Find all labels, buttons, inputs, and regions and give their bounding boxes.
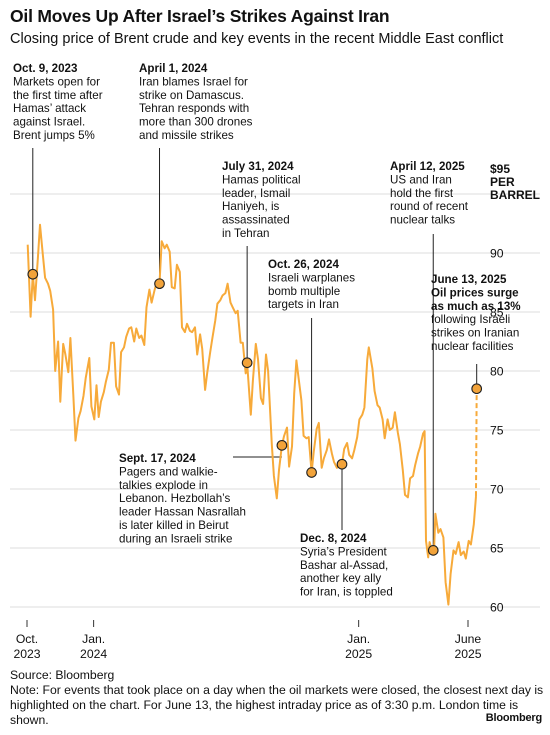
event-description-line: nuclear facilities: [431, 340, 514, 353]
event-marker: [241, 357, 253, 369]
event-description-line: Hamas political: [222, 173, 301, 186]
x-tick-label: June: [455, 632, 482, 646]
event-description-line: Pagers and walkie-: [119, 465, 218, 478]
event-marker: [306, 467, 317, 478]
event-marker: [276, 439, 288, 451]
y-tick-label: 75: [490, 424, 504, 438]
event-description-line: strikes on Iranian: [431, 327, 519, 340]
event-marker: [27, 268, 39, 280]
y-tick-label: 80: [490, 365, 504, 379]
event-description-line: is later killed in Beirut: [119, 519, 229, 532]
event-description-line: round of recent: [390, 200, 469, 213]
x-tick-label: 2024: [80, 647, 107, 661]
event-marker: [336, 458, 348, 470]
y-unit-label: PER: [490, 175, 515, 189]
event-date-label: Dec. 8, 2024: [300, 532, 367, 545]
event-description-line: for Iran, is toppled: [300, 586, 393, 599]
event-description-line: during an Israeli strike: [119, 532, 232, 545]
y-tick-label: 60: [490, 601, 504, 615]
event-description-line: Syria’s President: [300, 545, 388, 558]
event-date-label: June 13, 2025: [431, 273, 507, 286]
event-description-line: Tehran responds with: [139, 102, 249, 115]
event-description-line: Hamas’ attack: [13, 102, 86, 115]
chart-title: Oil Moves Up After Israel’s Strikes Agai…: [10, 6, 390, 26]
event-description-line: Iran blames Israel for: [139, 75, 248, 88]
event-description-line: and missile strikes: [139, 129, 234, 142]
event-description-line: following Israeli: [431, 313, 510, 326]
event-description-line: strike on Damascus.: [139, 89, 244, 102]
event-description-line: bomb multiple: [268, 285, 340, 298]
event-marker: [154, 278, 165, 290]
event-description-line: the first time after: [13, 89, 103, 102]
event-description-line: Israeli warplanes: [268, 271, 355, 284]
x-tick-label: Oct.: [16, 632, 38, 646]
event-markers: [27, 268, 483, 556]
event-headline-line: as much as 13%: [431, 300, 521, 313]
y-tick-label: 90: [490, 247, 504, 261]
event-description-line: Haniyeh, is: [222, 200, 280, 213]
bloomberg-logo: Bloomberg: [485, 712, 542, 724]
event-description-line: nuclear talks: [390, 214, 455, 227]
event-date-label: Oct. 9, 2023: [13, 62, 78, 75]
event-description-line: against Israel.: [13, 116, 85, 129]
y-unit-label: $95: [490, 162, 510, 176]
event-description-line: in Tehran: [222, 227, 269, 240]
event-description-line: assassinated: [222, 214, 290, 227]
event-description-line: hold the first: [390, 187, 454, 200]
source-note: Source: Bloomberg: [10, 668, 115, 682]
event-headline-line: Oil prices surge: [431, 286, 519, 299]
event-description-line: Bashar al-Assad,: [300, 559, 388, 572]
y-tick-label: 70: [490, 483, 504, 497]
event-description-line: Lebanon. Hezbollah’s: [119, 492, 231, 505]
event-date-label: Sept. 17, 2024: [119, 452, 196, 465]
event-date-label: April 1, 2024: [139, 62, 208, 75]
y-unit-label: BARREL: [490, 188, 540, 202]
y-tick-label: 65: [490, 542, 504, 556]
event-leader-lines: [32, 148, 478, 551]
event-description-line: more than 300 drones: [139, 116, 253, 129]
event-date-label: July 31, 2024: [222, 160, 294, 173]
event-description-line: US and Iran: [390, 173, 452, 186]
event-description-line: leader Hassan Nasrallah: [119, 506, 246, 519]
event-marker: [427, 545, 439, 556]
event-description-line: talkies explode in: [119, 479, 208, 492]
event-description-line: targets in Iran: [268, 298, 339, 311]
footnote: Note: For events that took place on a da…: [10, 683, 544, 727]
event-description-line: Brent jumps 5%: [13, 129, 95, 142]
y-tick-label: 85: [490, 306, 504, 320]
x-tick-label: Jan.: [82, 632, 105, 646]
intraday-jump-dashed-line: [474, 388, 478, 497]
event-date-label: April 12, 2025: [390, 160, 465, 173]
x-tick-label: Jan.: [347, 632, 370, 646]
x-tick-label: 2025: [454, 647, 481, 661]
brent-price-series: [26, 223, 478, 606]
price-line: [26, 223, 477, 606]
x-tick-label: 2025: [345, 647, 372, 661]
chart-subtitle: Closing price of Brent crude and key eve…: [10, 31, 504, 47]
x-tick-label: 2023: [13, 647, 40, 661]
event-date-label: Oct. 26, 2024: [268, 258, 339, 271]
event-description-line: Markets open for: [13, 75, 100, 88]
event-description-line: another key ally: [300, 572, 381, 585]
event-description-line: leader, Ismail: [222, 187, 290, 200]
gridlines: [10, 193, 540, 608]
event-marker: [471, 383, 483, 395]
